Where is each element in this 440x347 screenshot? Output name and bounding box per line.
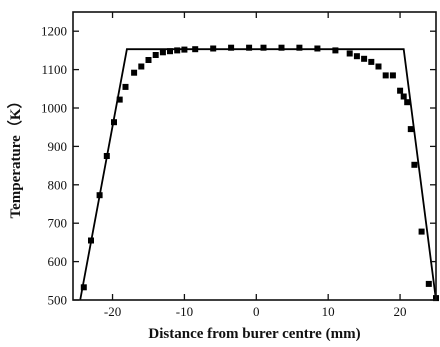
- data-point: [346, 50, 353, 57]
- data-point: [368, 58, 375, 65]
- x-tick-label: 20: [394, 304, 407, 319]
- data-point: [167, 48, 173, 55]
- data-point: [88, 237, 94, 244]
- data-point: [361, 55, 368, 62]
- data-point: [116, 96, 123, 103]
- y-tick-label: 900: [48, 139, 68, 154]
- data-point: [138, 63, 145, 70]
- data-point: [210, 45, 217, 52]
- data-point: [407, 126, 414, 133]
- y-tick-label: 1000: [41, 101, 67, 116]
- y-axis-title: Temperature（K）: [6, 94, 24, 219]
- data-point: [382, 72, 389, 79]
- data-point: [246, 44, 253, 51]
- data-point: [314, 45, 321, 52]
- data-point: [411, 161, 418, 168]
- data-point: [103, 153, 110, 159]
- y-tick-label: 800: [48, 177, 68, 192]
- data-point: [145, 57, 152, 63]
- data-point: [418, 228, 425, 235]
- data-point: [174, 47, 181, 54]
- data-point: [375, 63, 382, 70]
- data-point: [296, 44, 303, 51]
- data-point: [80, 284, 87, 291]
- data-point: [404, 99, 411, 106]
- data-point: [159, 49, 166, 56]
- data-point: [228, 44, 235, 51]
- data-point: [131, 69, 138, 76]
- data-point: [96, 192, 103, 199]
- x-tick-label: -10: [176, 304, 193, 319]
- y-tick-label: 1100: [41, 62, 67, 77]
- data-point: [353, 53, 360, 60]
- series-0-line: [79, 48, 437, 301]
- x-tick-label: -20: [104, 304, 121, 319]
- y-tick-label: 500: [48, 293, 68, 308]
- data-point: [389, 72, 396, 79]
- data-point: [397, 87, 404, 94]
- y-tick-label: 600: [48, 254, 68, 269]
- plot-frame: [72, 11, 437, 301]
- data-point: [152, 52, 159, 58]
- data-point: [400, 93, 407, 100]
- y-tick-label: 1200: [41, 24, 67, 39]
- x-axis-title: Distance from burer centre (mm): [148, 326, 360, 342]
- data-point: [192, 46, 199, 53]
- data-point: [122, 83, 129, 90]
- data-point: [111, 119, 117, 126]
- data-point: [278, 44, 285, 51]
- data-point: [332, 47, 339, 54]
- data-point: [425, 280, 432, 287]
- x-tick-label: 0: [253, 304, 260, 319]
- data-point: [260, 44, 267, 51]
- data-point: [181, 46, 188, 53]
- x-tick-label: 10: [322, 304, 335, 319]
- y-tick-label: 700: [48, 216, 68, 231]
